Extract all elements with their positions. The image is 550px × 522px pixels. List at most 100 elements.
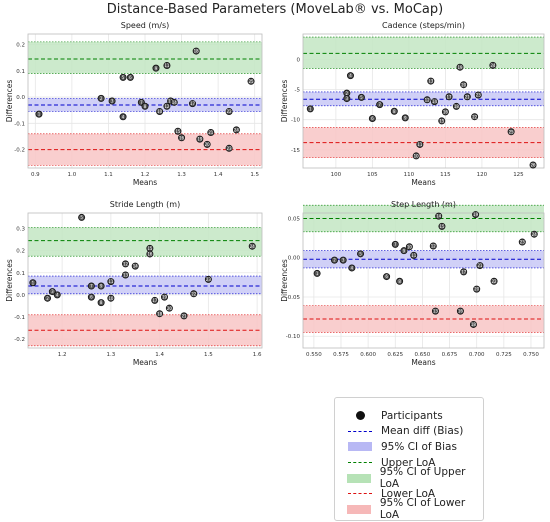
legend-label: 95% CI of Lower LoA (379, 497, 466, 522)
data-point (165, 304, 173, 312)
data-point (29, 279, 37, 287)
chart-title: Stride Length (m) (110, 200, 180, 209)
data-point-label: 20 (461, 82, 467, 87)
data-point-label: 11 (164, 63, 170, 68)
data-point-label: 22 (492, 279, 498, 284)
data-point (396, 277, 404, 285)
data-point-label: 19 (473, 212, 479, 217)
data-point (225, 144, 233, 152)
data-point-label: 2 (333, 258, 336, 263)
y-tick-label: 0.2 (16, 43, 25, 49)
data-point-label: 26 (530, 163, 536, 168)
data-point-label: 16 (147, 252, 153, 257)
data-point-label: 4 (56, 292, 59, 297)
data-point-label: 6 (385, 274, 388, 279)
data-point-label: 21 (208, 130, 214, 135)
y-tick-label: 0.0 (16, 95, 25, 101)
bias-ci-band (28, 276, 262, 294)
x-tick-label: 0.700 (469, 352, 485, 358)
data-point (141, 102, 149, 110)
x-tick-label: 0.550 (306, 352, 322, 358)
y-tick-label: 0.05 (288, 216, 301, 222)
data-point (368, 115, 376, 123)
x-tick-label: 0.750 (523, 352, 539, 358)
data-point-label: 10 (157, 109, 163, 114)
data-point (97, 299, 105, 307)
data-point (489, 61, 497, 69)
data-point (330, 256, 338, 264)
data-point (401, 114, 409, 122)
legend-item: Upper LoA (347, 455, 483, 471)
y-tick-label: 0.1 (16, 271, 25, 277)
data-point-label: 1 (316, 271, 319, 276)
data-point-label: 19 (197, 137, 203, 142)
data-point-label: 21 (465, 94, 471, 99)
chart-title: Speed (m/s) (121, 21, 170, 30)
data-point-label: 1 (309, 106, 312, 111)
x-tick-label: 1.5 (204, 352, 213, 358)
x-tick-label: 0.575 (333, 352, 349, 358)
legend-item: 95% CI of Upper LoA (347, 466, 483, 490)
data-point-label: 8 (100, 300, 103, 305)
data-point (427, 77, 435, 85)
y-tick-label: -0.10 (286, 334, 301, 340)
data-point (189, 100, 197, 108)
data-point (163, 62, 171, 70)
data-point-label: 4 (351, 266, 354, 271)
plot-frame (27, 33, 263, 169)
figure-title: Distance-Based Parameters (MoveLab® vs. … (106, 2, 444, 17)
data-point-label: 23 (206, 277, 212, 282)
data-point-label: 25 (248, 79, 254, 84)
data-point (410, 251, 418, 259)
data-point (248, 242, 256, 250)
data-point-label: 20 (167, 306, 173, 311)
data-point-label: 15 (439, 224, 445, 229)
data-point (78, 213, 86, 221)
data-point (490, 277, 498, 285)
data-point-label: 24 (490, 63, 496, 68)
data-point (207, 129, 215, 137)
data-point-label: 8 (398, 279, 401, 284)
legend-symbol (347, 411, 373, 421)
data-point (163, 102, 171, 110)
data-point-label: 1 (32, 280, 35, 285)
data-point (438, 117, 446, 125)
data-point-label: 9 (403, 248, 406, 253)
data-point-label: 22 (472, 114, 478, 119)
data-point-label: 21 (181, 314, 187, 319)
y-axis-label: Differences (5, 259, 14, 302)
data-point-label: 17 (447, 94, 453, 99)
data-point-label: 4 (122, 114, 125, 119)
legend-label: 95% CI of Upper LoA (379, 466, 466, 491)
y-tick-label: 0.00 (288, 256, 301, 262)
data-point-label: 13 (428, 79, 434, 84)
legend-symbol (347, 442, 373, 452)
data-point-label: 15 (439, 119, 445, 124)
legend-swatch (348, 442, 372, 452)
data-point-label: 9 (155, 66, 158, 71)
data-point (412, 152, 420, 160)
data-point-label: 13 (168, 99, 174, 104)
data-point (339, 256, 347, 264)
data-point-label: 7 (90, 284, 93, 289)
data-point-label: 10 (414, 154, 420, 159)
y-tick-label: -0.05 (286, 295, 301, 301)
data-point (460, 81, 468, 89)
data-point (156, 108, 164, 116)
data-point-label: 14 (133, 264, 139, 269)
y-tick-label: -15 (291, 148, 300, 154)
data-point (122, 260, 130, 268)
x-tick-label: 115 (440, 172, 451, 178)
data-point (469, 320, 477, 328)
y-axis-label: Differences (5, 80, 14, 123)
data-point-label: 4 (349, 73, 352, 78)
data-point (313, 269, 321, 277)
data-point (108, 97, 116, 105)
data-point (190, 290, 198, 298)
legend-swatch (355, 411, 365, 421)
x-tick-label: 125 (513, 172, 524, 178)
y-tick-label: -5 (295, 88, 301, 94)
legend-swatch (348, 430, 372, 432)
data-point (87, 282, 95, 290)
